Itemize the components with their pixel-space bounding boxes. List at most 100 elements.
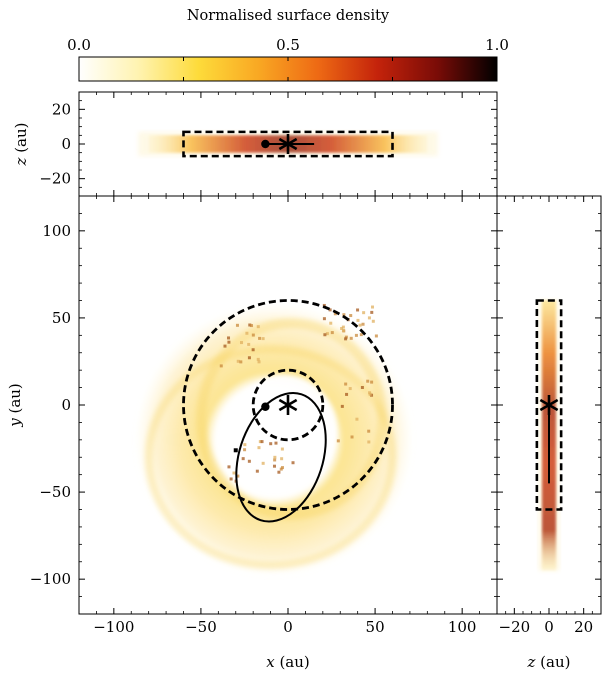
xy-density-pixel <box>350 435 354 439</box>
xy-density-pixel <box>358 323 362 327</box>
xy-density-pixel <box>330 331 334 335</box>
panel-xy-ylabel: y (au) <box>6 383 24 428</box>
star-ray <box>539 398 559 412</box>
zy-dashed-box <box>535 299 563 511</box>
panel-zy-xlabel-var: z <box>527 653 536 671</box>
xy-density-pixel <box>219 364 223 368</box>
xz-ytick-label: −20 <box>39 170 71 188</box>
xy-density-pixel <box>280 447 284 451</box>
xy-density-pixel <box>247 356 251 360</box>
star-ray <box>278 398 298 412</box>
xz-ytick-label: 0 <box>61 135 71 153</box>
xy-density-pixel <box>322 317 326 321</box>
xy-secondary-marker <box>233 448 238 453</box>
xy-density-pixel <box>227 465 231 469</box>
xy-density-pixel <box>344 337 348 341</box>
xy-density-pixel <box>356 318 360 322</box>
xy-density-pixel <box>344 335 348 339</box>
xz-ytick-label: 20 <box>52 100 71 118</box>
xy-density-pixel <box>251 348 255 352</box>
xy-density-pixel <box>371 319 375 323</box>
xy-xtick-label: −100 <box>93 618 134 636</box>
xy-density-pixel <box>261 337 265 341</box>
xy-disc-cavity <box>232 375 337 487</box>
xy-disc-ring <box>144 345 397 570</box>
xy-density-pixel <box>277 470 281 474</box>
xy-density-pixel <box>273 455 277 459</box>
colorbar-tick-label: 0.5 <box>276 36 300 54</box>
xy-density-pixel <box>349 314 353 318</box>
panel-xz-ylabel: z (au) <box>12 123 30 167</box>
zy-xtick-label: −20 <box>499 618 531 636</box>
xy-density-pixel <box>223 344 227 348</box>
xy-density-pixel <box>354 333 358 337</box>
panel-xz-content <box>138 130 438 158</box>
xy-density-pixel <box>342 313 346 317</box>
colorbar-ticks: 0.0 0.5 1.0 <box>67 36 509 81</box>
xy-planet <box>261 402 270 411</box>
xy-density-pixel <box>255 469 259 473</box>
xy-density-pixel <box>291 461 295 465</box>
xy-density-pixel <box>256 357 260 361</box>
panel-xy-ylabel-unit: (au) <box>6 383 24 418</box>
xy-density-pixel <box>235 323 239 327</box>
xy-dashed-circle <box>182 299 394 511</box>
star-ray <box>278 137 298 151</box>
xy-density-pixel <box>227 336 231 340</box>
panel-xy-axes: −100 −50 0 50 100 −100 −50 0 50 100 <box>30 196 497 636</box>
zy-star-icon <box>539 395 559 415</box>
xy-density-pixel <box>247 459 251 463</box>
xy-xtick-label: 0 <box>283 618 293 636</box>
xy-density-pixel <box>245 331 249 335</box>
xy-density-pixel <box>248 323 252 327</box>
xy-density-pixel <box>239 341 243 345</box>
xy-density-pixel <box>371 305 375 309</box>
xy-density-pixel <box>356 308 360 312</box>
xy-ytick-label: 0 <box>61 396 71 414</box>
xy-density-pixel <box>362 311 366 315</box>
xy-density-pixel <box>257 446 261 450</box>
xy-density-pixel <box>360 385 364 389</box>
panel-zy-xlabel: z (au) <box>527 653 571 671</box>
xy-density-pixel <box>370 310 374 314</box>
panel-xz-axes: −20 0 20 <box>39 92 497 196</box>
colorbar-tick-label: 1.0 <box>485 36 509 54</box>
xy-density-pixel <box>367 316 371 320</box>
colorbar: Normalised surface density 0.0 0.5 1.0 <box>67 8 509 82</box>
xy-density-pixel <box>336 439 340 443</box>
xy-density-pixel <box>368 392 372 396</box>
xy-density-pixel <box>348 387 352 391</box>
xy-density-pixel <box>256 325 260 329</box>
panel-xy-xlabel-unit: (au) <box>275 653 310 671</box>
xy-ytick-label: −50 <box>39 483 71 501</box>
xy-density-pixel <box>273 458 277 462</box>
panel-xy-xlabel: x (au) <box>266 653 310 671</box>
panel-xz-ylabel-unit: (au) <box>12 123 30 158</box>
xy-xtick-label: 100 <box>448 618 477 636</box>
xy-density-pixel <box>341 325 345 329</box>
xy-density-pixel <box>251 333 255 337</box>
xy-density-pixel <box>247 342 251 346</box>
xy-density-pixel <box>359 333 363 337</box>
panel-xy-xlabel-var: x <box>266 653 275 671</box>
xy-density-pixel <box>236 474 240 478</box>
xy-density-pixel <box>250 324 254 328</box>
xy-density-pixel <box>345 392 349 396</box>
xy-xtick-label: −50 <box>185 618 217 636</box>
xy-density-pixel <box>333 312 337 316</box>
panel-xy: −100 −50 0 50 100 −100 −50 0 50 100 y (au) x (au) <box>6 195 498 671</box>
xy-density-pixel <box>258 336 262 340</box>
xy-density-pixel <box>243 448 247 452</box>
xy-density-pixel <box>272 464 276 468</box>
xy-xtick-label: 50 <box>366 618 385 636</box>
xy-planet-orbit <box>235 391 327 523</box>
xy-density-pixel <box>328 308 332 312</box>
xy-density-pixel <box>355 417 359 421</box>
xy-star-icon <box>278 395 298 415</box>
xy-density-pixel <box>227 340 231 344</box>
panel-xy-ylabel-var: y <box>6 418 24 428</box>
xy-density-pixel <box>361 322 365 326</box>
zy-xtick-label: 20 <box>574 618 593 636</box>
panel-zy-content <box>535 299 563 571</box>
